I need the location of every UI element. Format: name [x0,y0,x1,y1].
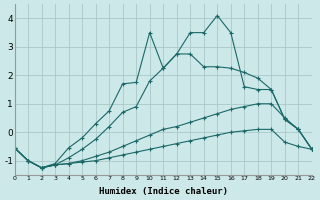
X-axis label: Humidex (Indice chaleur): Humidex (Indice chaleur) [99,187,228,196]
